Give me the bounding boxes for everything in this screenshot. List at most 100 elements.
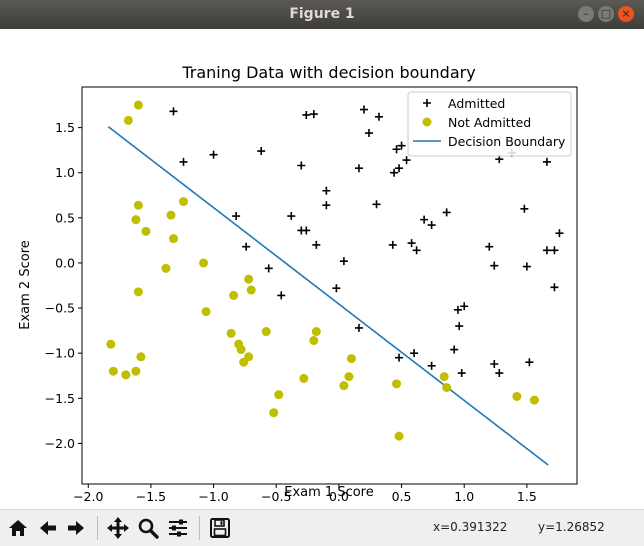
admitted-point — [427, 221, 436, 230]
admitted-point — [339, 257, 348, 266]
admitted-point — [397, 141, 406, 150]
not-admitted-point — [274, 390, 284, 400]
admitted-point — [520, 204, 529, 213]
admitted-point — [542, 157, 551, 166]
legend: Admitted Not Admitted Decision Boundary — [407, 91, 572, 157]
axes-frame — [81, 86, 578, 485]
admitted-point — [309, 110, 318, 119]
window-titlebar: Figure 1 – □ × — [0, 0, 644, 29]
x-tick-label: 1.5 — [517, 489, 537, 504]
toolbar-separator — [97, 516, 98, 540]
admitted-point — [495, 369, 504, 378]
admitted-point — [453, 305, 462, 314]
x-tick-label: −1.0 — [198, 489, 228, 504]
admitted-point — [372, 200, 381, 209]
y-tick-label: −0.5 — [45, 301, 75, 316]
subplots-icon[interactable] — [164, 514, 192, 542]
admitted-point — [455, 322, 464, 331]
maximize-icon[interactable]: □ — [598, 6, 614, 22]
admitted-point — [550, 283, 559, 292]
x-axis-label: Exam 1 Score — [284, 485, 373, 500]
admitted-point — [542, 246, 551, 255]
x-tick-label: 1.0 — [454, 489, 474, 504]
not-admitted-point — [299, 373, 309, 383]
admitted-point — [359, 105, 368, 114]
admitted-point — [297, 161, 306, 170]
legend-admitted-marker — [423, 99, 431, 107]
admitted-point — [410, 349, 419, 358]
not-admitted-point — [131, 366, 141, 376]
admitted-point — [232, 212, 241, 221]
admitted-point — [485, 242, 494, 251]
y-axis-label: Exam 2 Score — [18, 240, 33, 329]
y-tick-label: 1.5 — [55, 120, 75, 135]
y-tick-label: −2.0 — [45, 436, 75, 451]
navigation-toolbar: x=0.391322 y=1.26852 — [0, 509, 644, 546]
admitted-point — [354, 164, 363, 173]
not-admitted-point — [106, 339, 116, 349]
admitted-point — [460, 302, 469, 311]
admitted-point — [302, 110, 311, 119]
not-admitted-point — [244, 274, 254, 284]
not-admitted-point — [346, 354, 356, 364]
not-admitted-point — [529, 395, 539, 405]
y-tick-label: −1.0 — [45, 346, 75, 361]
admitted-point — [525, 358, 534, 367]
legend-not-admitted-label: Not Admitted — [448, 115, 531, 130]
not-admitted-point — [246, 285, 256, 295]
admitted-point — [375, 112, 383, 121]
not-admitted-point — [161, 263, 171, 273]
close-icon[interactable]: × — [618, 6, 634, 22]
admitted-point — [264, 264, 273, 273]
not-admitted-point — [512, 391, 522, 401]
admitted-point — [457, 369, 466, 378]
home-icon[interactable] — [4, 514, 32, 542]
not-admitted-point — [199, 258, 209, 268]
plot-marks — [106, 100, 564, 466]
minimize-icon[interactable]: – — [578, 6, 594, 22]
not-admitted-point — [201, 307, 211, 317]
not-admitted-point — [168, 234, 178, 244]
admitted-point — [402, 156, 411, 165]
admitted-point — [490, 359, 499, 368]
admitted-point — [209, 150, 218, 159]
not-admitted-point — [261, 327, 271, 337]
admitted-point — [392, 145, 401, 154]
admitted-point — [364, 129, 373, 138]
figure-canvas: −2.0 −1.5 −1.0 −0.5 0.0 0.5 1.0 1.5 1.5 1.0 0.5 0.0… — [0, 29, 644, 509]
admitted-point — [354, 323, 363, 332]
admitted-point — [388, 240, 397, 249]
admitted-point — [412, 246, 421, 255]
admitted-point — [395, 353, 404, 362]
admitted-point — [490, 261, 499, 270]
admitted-point — [395, 164, 404, 173]
not-admitted-point — [123, 115, 133, 125]
not-admitted-point — [131, 215, 141, 225]
not-admitted-point — [166, 210, 176, 220]
not-admitted-point — [439, 372, 449, 382]
y-tick-label: 0.5 — [55, 210, 75, 225]
admitted-point — [522, 262, 531, 271]
admitted-point — [302, 226, 311, 235]
zoom-icon[interactable] — [134, 514, 162, 542]
pan-icon[interactable] — [104, 514, 132, 542]
y-coordinate-readout: y=1.26852 — [538, 520, 605, 534]
admitted-point — [442, 208, 451, 217]
forward-arrow-icon[interactable] — [62, 514, 90, 542]
x-tick-label: 0.0 — [329, 489, 349, 504]
not-admitted-point — [244, 352, 254, 362]
not-admitted-point — [121, 370, 131, 380]
not-admitted-point — [133, 100, 143, 110]
admitted-point — [390, 168, 399, 177]
back-arrow-icon[interactable] — [34, 514, 62, 542]
not-admitted-point — [344, 372, 354, 382]
x-coordinate-readout: x=0.391322 — [433, 520, 508, 534]
chart-title: Traning Data with decision boundary — [181, 63, 475, 82]
legend-not-admitted-marker — [422, 117, 432, 127]
y-tick-label: −1.5 — [45, 391, 75, 406]
not-admitted-point — [392, 379, 402, 389]
not-admitted-point — [442, 382, 452, 392]
save-icon[interactable] — [206, 514, 234, 542]
legend-box — [407, 91, 572, 157]
not-admitted-point — [133, 287, 143, 297]
